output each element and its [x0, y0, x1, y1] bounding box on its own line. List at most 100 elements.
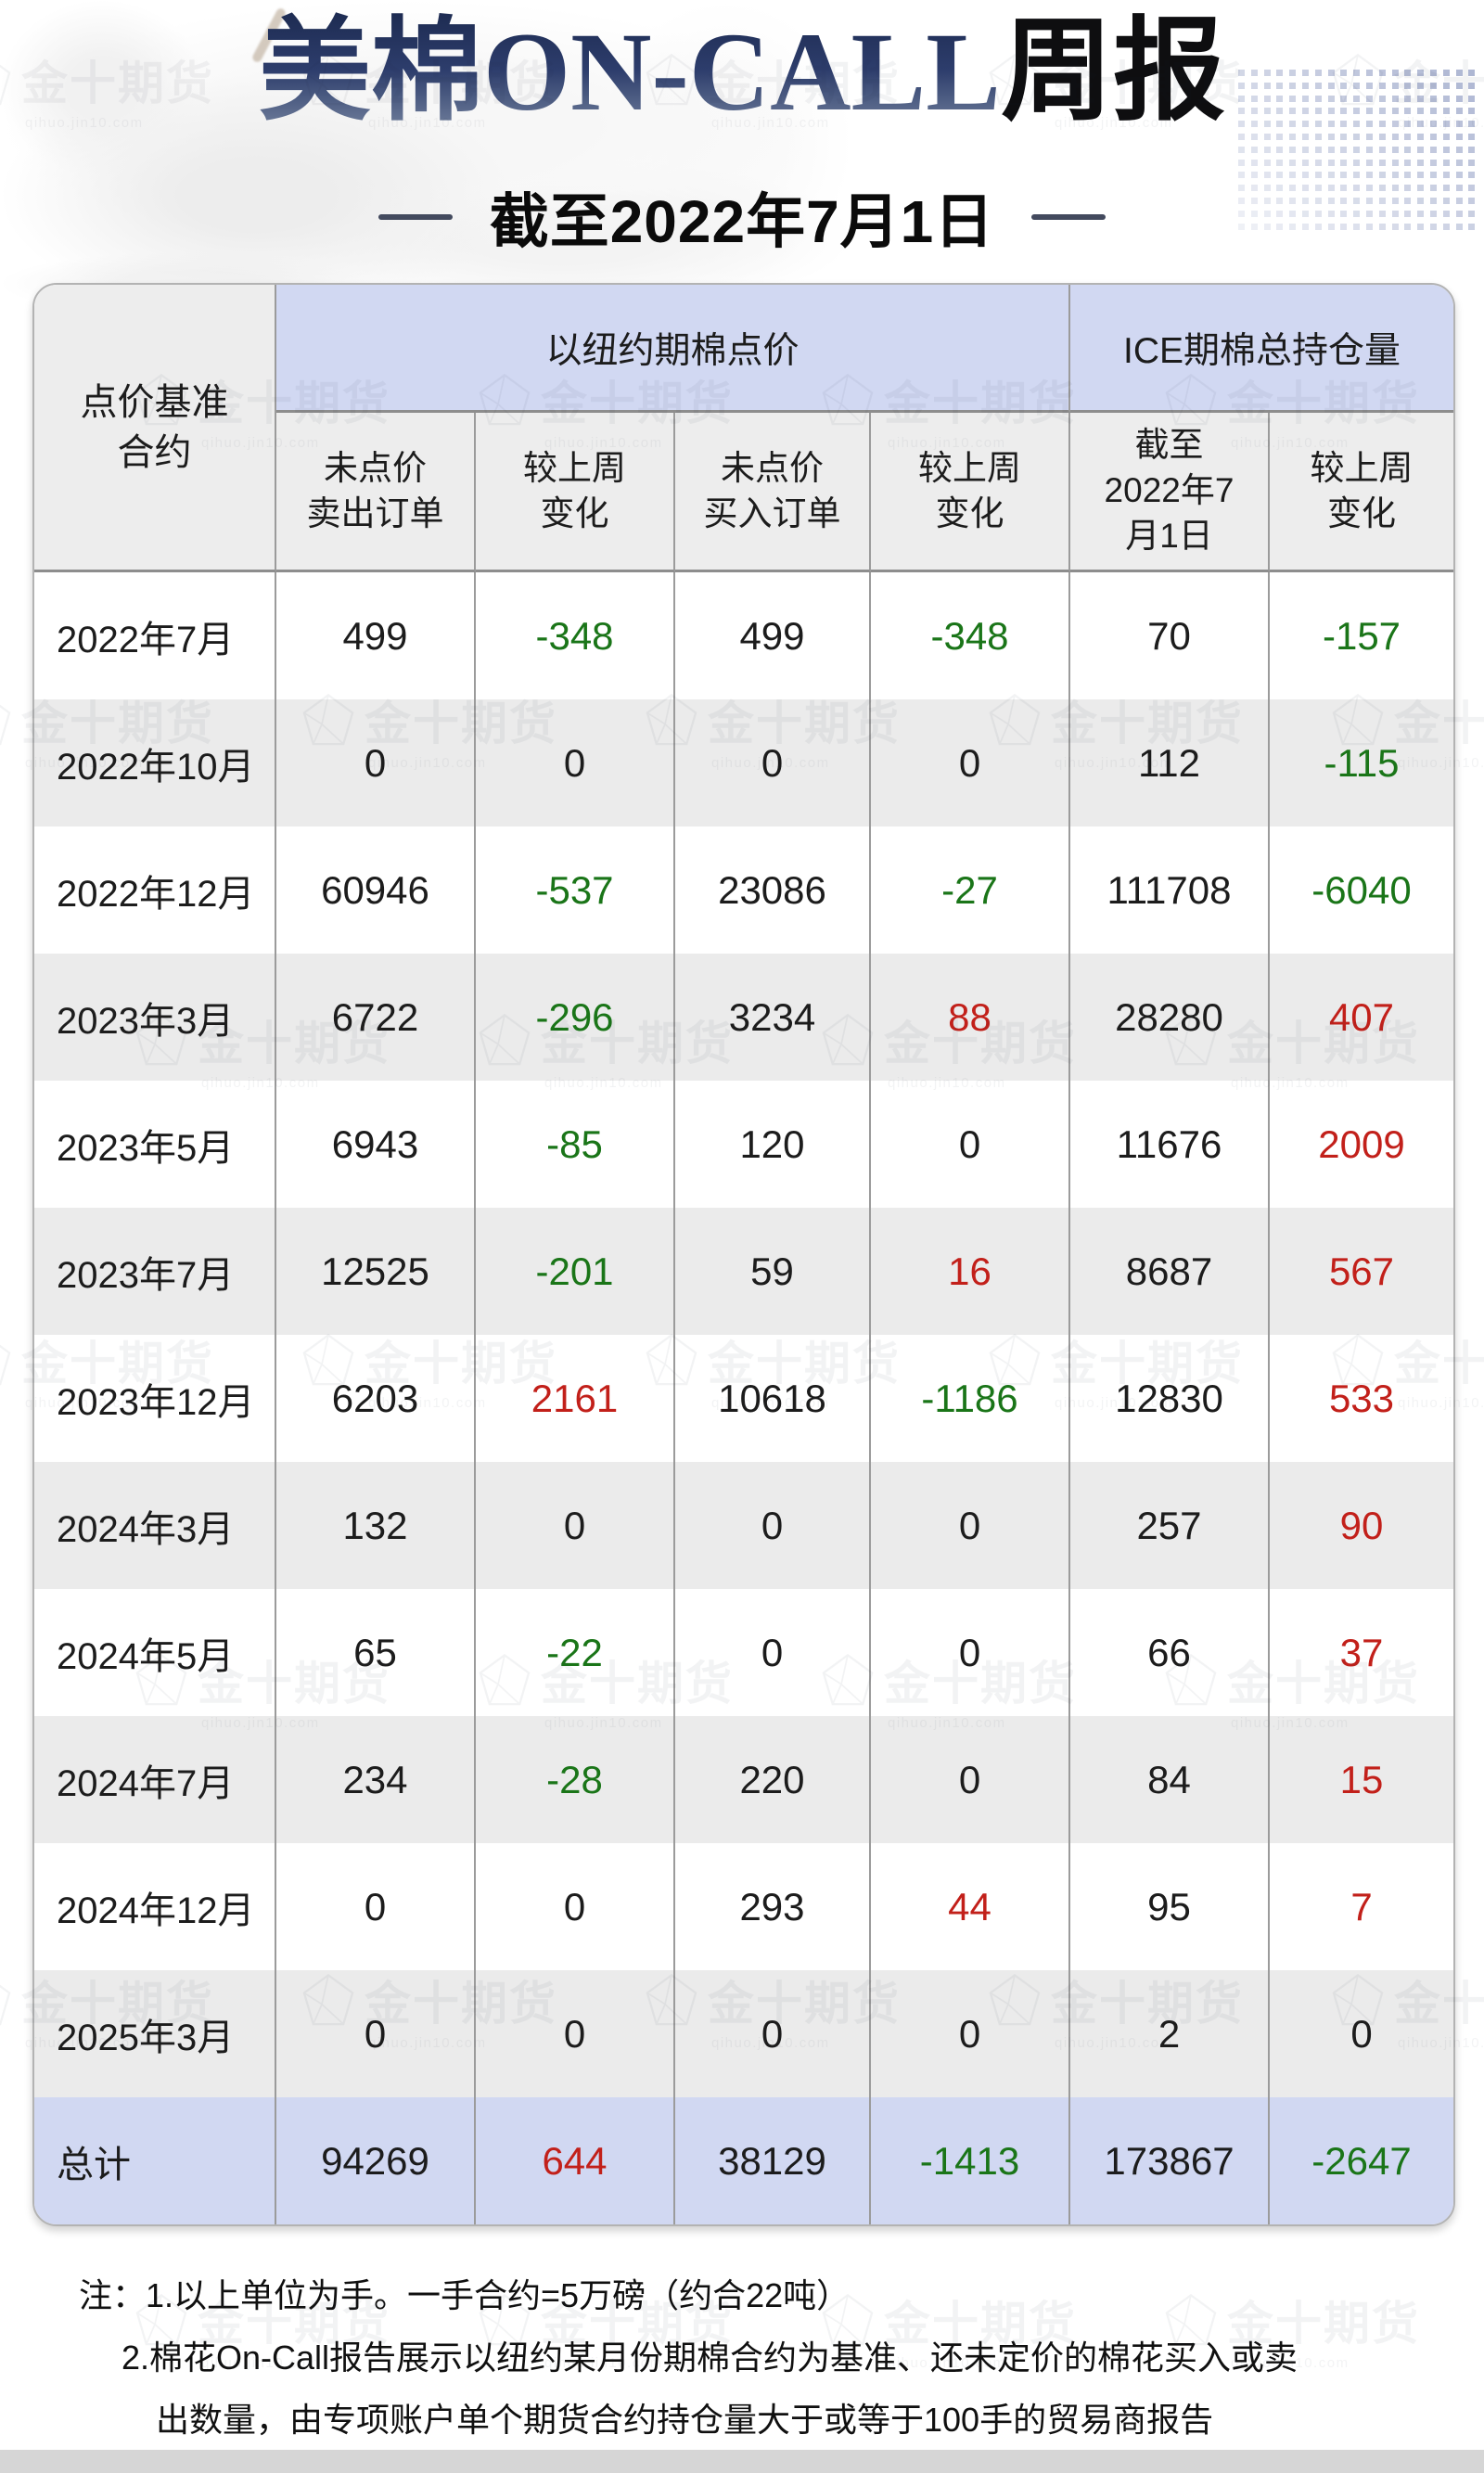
dot	[1442, 121, 1450, 128]
dot	[1366, 172, 1373, 179]
value-cell: 95	[1070, 1843, 1270, 1970]
dot	[1314, 172, 1322, 179]
dot	[1276, 198, 1284, 204]
value-cell: 499	[276, 572, 476, 699]
value-cell: 0	[871, 1462, 1070, 1589]
dot	[1314, 108, 1322, 115]
value-cell: 120	[675, 1081, 871, 1208]
dot	[1417, 95, 1425, 102]
value-cell: 0	[476, 1462, 675, 1589]
dot	[1468, 95, 1476, 102]
dot	[1468, 223, 1476, 230]
value-cell: -537	[476, 826, 675, 954]
page-title-suffix: 周报	[1000, 10, 1225, 135]
dot	[1455, 82, 1463, 89]
dot	[1314, 134, 1322, 140]
row-label-cell: 2023年3月	[34, 954, 276, 1081]
dot	[1302, 70, 1309, 76]
dot	[1276, 95, 1284, 102]
dot	[1327, 198, 1335, 204]
dot	[1404, 134, 1412, 140]
dot	[1340, 70, 1348, 76]
value-cell: 23086	[675, 826, 871, 954]
dot	[1430, 223, 1437, 230]
dot	[1289, 70, 1297, 76]
value-cell: 0	[871, 699, 1070, 826]
dot	[1430, 185, 1437, 192]
value-cell: 0	[276, 699, 476, 826]
dot	[1340, 172, 1348, 179]
value-cell: 3234	[675, 954, 871, 1081]
dot	[1263, 121, 1271, 128]
dot	[1302, 223, 1309, 230]
dot	[1430, 146, 1437, 153]
value-cell: 0	[871, 1970, 1070, 2097]
dot	[1468, 172, 1476, 179]
dot	[1263, 159, 1271, 166]
note-line-3: 出数量，由专项账户单个期货合约持仓量大于或等于100手的贸易商报告	[156, 2401, 1214, 2439]
dot	[1378, 210, 1386, 217]
total-value-cell: -2647	[1270, 2097, 1453, 2224]
page-title: 美棉ON-CALL周报	[0, 10, 1484, 135]
dot	[1238, 159, 1245, 166]
value-cell: 293	[675, 1843, 871, 1970]
data-table: 点价基准 合约 以纽约期棉点价 ICE期棉总持仓量 未点价 卖出订单 较上周 变化 未点价…	[32, 283, 1455, 2226]
dot	[1430, 198, 1437, 204]
value-cell: 0	[871, 1589, 1070, 1716]
total-value-cell: -1413	[871, 2097, 1070, 2224]
dot	[1263, 223, 1271, 230]
value-cell: 220	[675, 1716, 871, 1843]
dot	[1391, 82, 1399, 89]
dot	[1468, 210, 1476, 217]
dot	[1314, 146, 1322, 153]
dot	[1442, 172, 1450, 179]
value-cell: 11676	[1070, 1081, 1270, 1208]
dot	[1276, 159, 1284, 166]
dot	[1404, 185, 1412, 192]
jin10-crystal-logo-icon	[0, 1344, 11, 1386]
row-label-cell: 2022年12月	[34, 826, 276, 954]
dot	[1442, 95, 1450, 102]
dot	[1250, 146, 1258, 153]
value-cell: 407	[1270, 954, 1453, 1081]
subtitle-text: 截至2022年7月1日	[489, 188, 995, 255]
dot	[1366, 95, 1373, 102]
dot	[1289, 108, 1297, 115]
dot	[1276, 223, 1284, 230]
dot	[1289, 121, 1297, 128]
subtitle-right-dash	[1031, 214, 1107, 220]
dot	[1366, 146, 1373, 153]
value-cell: -1186	[871, 1335, 1070, 1462]
dot	[1353, 146, 1361, 153]
column-header-cell: 较上周 变化	[1270, 413, 1453, 572]
value-cell: 66	[1070, 1589, 1270, 1716]
dot	[1314, 198, 1322, 204]
dot	[1314, 159, 1322, 166]
dot	[1378, 172, 1386, 179]
dot	[1327, 95, 1335, 102]
dot	[1417, 198, 1425, 204]
note-line-1: 注：1.以上单位为手。一手合约=5万磅（约合22吨）	[79, 2276, 851, 2314]
dot	[1468, 134, 1476, 140]
dot	[1314, 185, 1322, 192]
value-cell: 0	[276, 1970, 476, 2097]
dot	[1327, 134, 1335, 140]
dot	[1314, 121, 1322, 128]
dot	[1327, 70, 1335, 76]
dot	[1250, 134, 1258, 140]
dot	[1276, 210, 1284, 217]
value-cell: 88	[871, 954, 1070, 1081]
value-cell: 70	[1070, 572, 1270, 699]
dot	[1238, 108, 1245, 115]
dot	[1442, 198, 1450, 204]
value-cell: 234	[276, 1716, 476, 1843]
dot	[1455, 210, 1463, 217]
dot	[1404, 198, 1412, 204]
dot	[1468, 185, 1476, 192]
dot	[1314, 223, 1322, 230]
dot	[1455, 159, 1463, 166]
column-group-ny-pricing: 以纽约期棉点价	[276, 285, 1070, 413]
dot	[1289, 95, 1297, 102]
dot	[1378, 198, 1386, 204]
